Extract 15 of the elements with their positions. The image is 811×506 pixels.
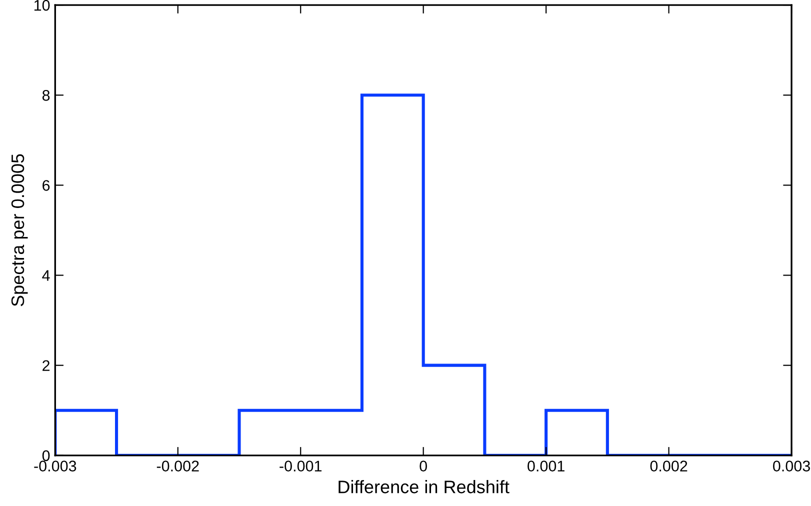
y-tick-label: 0: [42, 450, 50, 462]
x-axis-title: Difference in Redshift: [338, 480, 510, 494]
x-tick-label: 0: [420, 460, 427, 472]
y-tick-label: 6: [42, 180, 50, 191]
y-tick-label: 2: [42, 360, 50, 371]
x-tick-label: -0.001: [280, 460, 322, 472]
x-tick-label: -0.002: [156, 460, 199, 472]
x-tick-label: -0.003: [34, 460, 76, 472]
y-axis-title: Spectra per 0.0005: [11, 154, 28, 306]
x-tick-label: 0.003: [773, 460, 810, 472]
y-tick-label: 4: [42, 270, 50, 281]
y-tick-label: 8: [42, 90, 50, 101]
y-tick-label: 10: [34, 0, 50, 11]
x-tick-label: 0.001: [528, 460, 564, 472]
x-tick-label: 0.002: [650, 460, 688, 472]
